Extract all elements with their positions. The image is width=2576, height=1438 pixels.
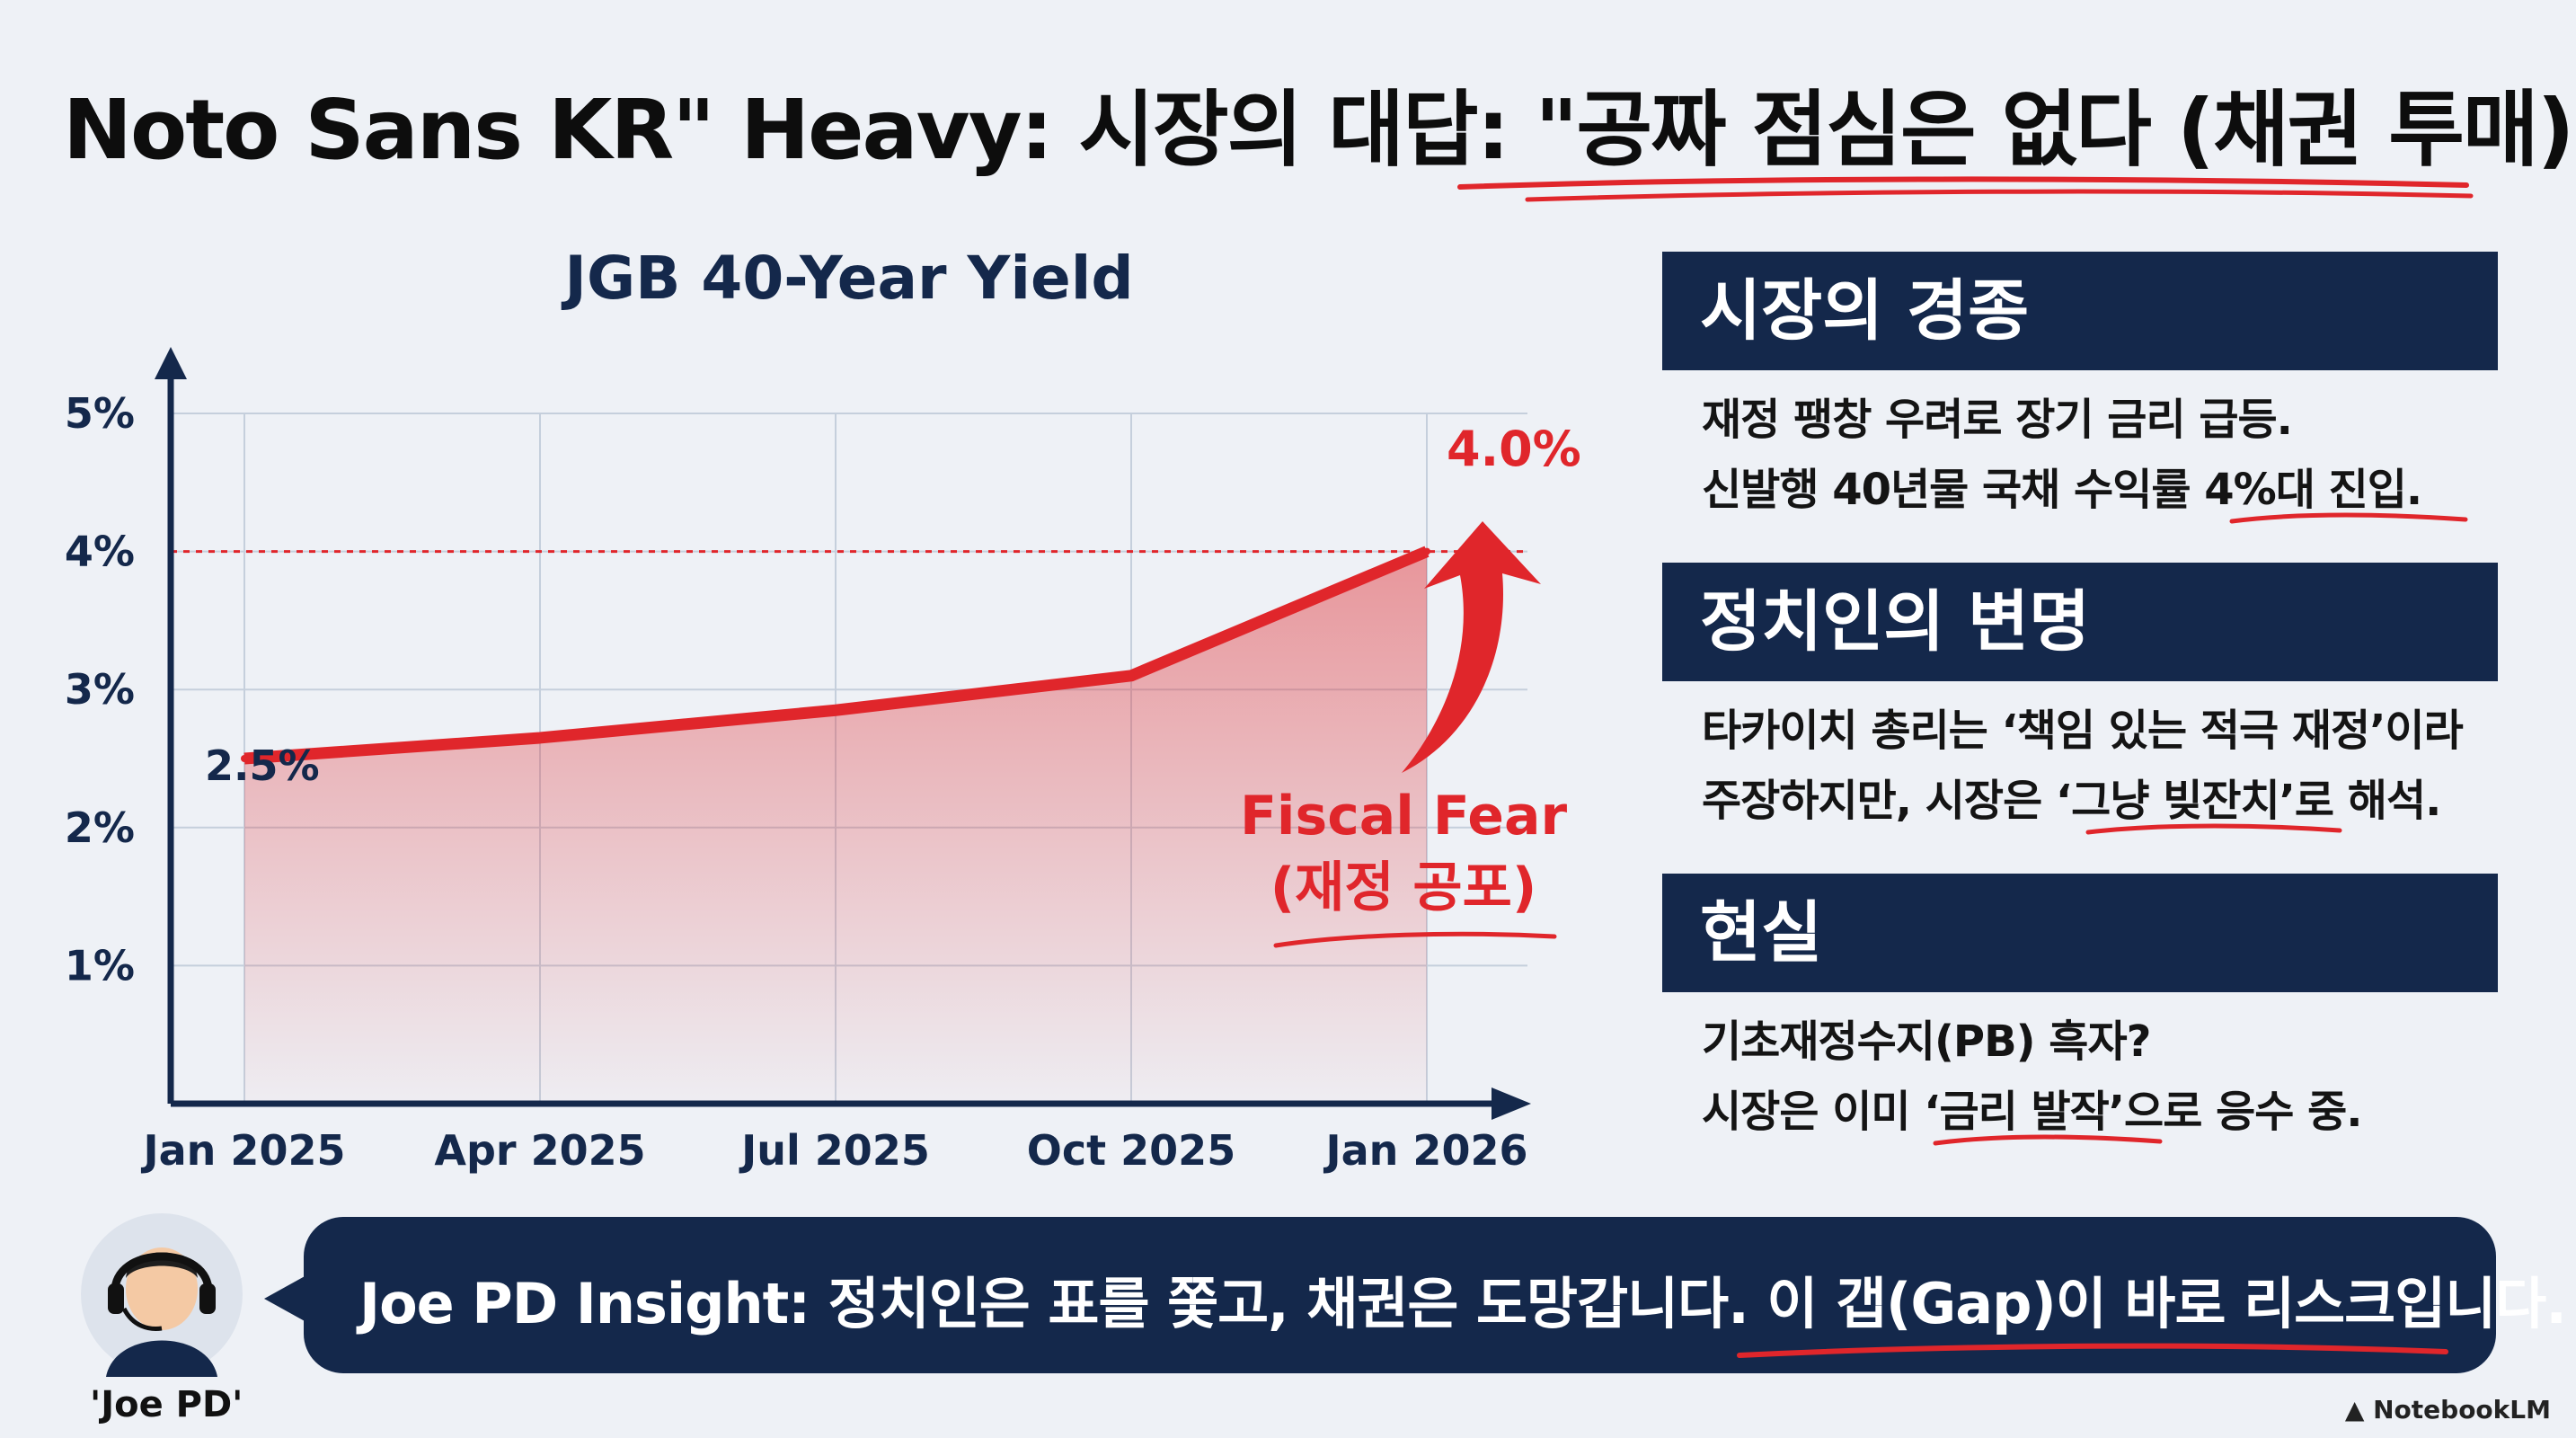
panel-body: 재정 팽창 우려로 장기 금리 급등. 신발행 40년물 국채 수익률 4%대 … <box>1662 385 2498 525</box>
brand-label: ▲ NotebookLM <box>2345 1395 2551 1425</box>
fiscal-fear-sublabel: (재정 공포) <box>1270 857 1537 919</box>
page-title: Noto Sans KR" Heavy: 시장의 대답: "공짜 점심은 없다 … <box>63 82 2576 178</box>
yield-chart: JGB 40-Year Yield 1% 2% 3% 4% 5% Jan 2025 Apr … <box>65 244 1581 1175</box>
panel-heading: 정치인의 변명 <box>1662 563 2498 681</box>
chart-title: JGB 40-Year Yield <box>561 244 1133 313</box>
yield-area <box>244 551 1427 1104</box>
panel-heading: 시장의 경종 <box>1662 252 2498 370</box>
y-axis-arrow <box>155 347 187 379</box>
data-point <box>832 706 839 715</box>
panel-body: 타카이치 총리는 ‘책임 있는 적극 재정’이라 주장하지만, 시장은 ‘그냥 … <box>1662 696 2498 836</box>
panel-line: 타카이치 총리는 ‘책임 있는 적극 재정’이라 <box>1702 706 2464 756</box>
y-tick-label: 2% <box>65 803 135 852</box>
avatar <box>81 1213 243 1377</box>
panel-line: 재정 팽창 우려로 장기 금리 급등. <box>1702 395 2293 445</box>
up-arrow-icon <box>1402 521 1541 773</box>
panel-heading: 현실 <box>1662 874 2498 992</box>
title-underline <box>1457 176 2474 202</box>
notebooklm-icon: ▲ <box>2344 1395 2365 1425</box>
data-point <box>1128 671 1135 679</box>
chart-ticks: 1% 2% 3% 4% 5% Jan 2025 Apr 2025 Jul 2025 Oct 20… <box>65 389 1528 1175</box>
avatar-label: 'Joe PD' <box>90 1384 243 1425</box>
speech-bubble-tail <box>264 1271 314 1327</box>
x-tick-label: Jan 2025 <box>141 1126 346 1175</box>
y-tick-label: 1% <box>65 941 135 990</box>
fiscal-fear-label: Fiscal Fear <box>1240 785 1568 848</box>
panel-politician-excuse: 정치인의 변명 타카이치 총리는 ‘책임 있는 적극 재정’이라 주장하지만, … <box>1662 563 2498 836</box>
panel-line: 주장하지만, 시장은 ‘그냥 빚잔치’로 해석. <box>1702 776 2441 826</box>
x-tick-label: Apr 2025 <box>434 1126 645 1175</box>
fiscal-fear-underline <box>1273 931 1557 948</box>
data-point <box>1423 547 1430 555</box>
brand-name: NotebookLM <box>2373 1395 2551 1425</box>
panel-line: 기초재정수지(PB) 흑자? <box>1702 1016 2151 1067</box>
chart-points <box>241 547 1430 762</box>
x-axis-arrow <box>1492 1087 1531 1120</box>
panel-body: 기초재정수지(PB) 흑자? 시장은 이미 ‘금리 발작’으로 응수 중. <box>1662 1007 2498 1147</box>
panel-market-alarm: 시장의 경종 재정 팽창 우려로 장기 금리 급등. 신발행 40년물 국채 수… <box>1662 252 2498 525</box>
panel-line: 신발행 40년물 국채 수익률 4%대 진입. <box>1702 465 2422 515</box>
end-value-label: 4.0% <box>1447 421 1581 477</box>
chart-axes <box>155 347 1531 1120</box>
x-tick-label: Jul 2025 <box>739 1126 930 1175</box>
y-tick-label: 5% <box>65 389 135 438</box>
data-point <box>536 733 544 741</box>
x-tick-label: Jan 2026 <box>1323 1126 1528 1175</box>
start-value-label: 2.5% <box>205 741 320 790</box>
panel-underline <box>1933 1134 2163 1146</box>
panel-underline <box>2229 512 2468 524</box>
panel-reality: 현실 기초재정수지(PB) 흑자? 시장은 이미 ‘금리 발작’으로 응수 중. <box>1662 874 2498 1147</box>
y-tick-label: 4% <box>65 528 135 576</box>
insight-text: Joe PD Insight: 정치인은 표를 쫓고, 채권은 도망갑니다. 이… <box>359 1271 2567 1336</box>
x-tick-label: Oct 2025 <box>1027 1126 1235 1175</box>
y-tick-label: 3% <box>65 665 135 714</box>
insight-underline <box>1737 1343 2448 1358</box>
panel-line: 시장은 이미 ‘금리 발작’으로 응수 중. <box>1702 1087 2363 1137</box>
panel-underline <box>2085 823 2342 835</box>
data-point <box>241 755 248 762</box>
